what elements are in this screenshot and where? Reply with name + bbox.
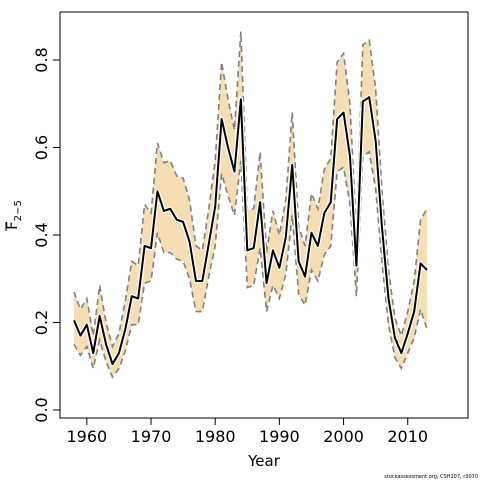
- x-tick-label: 1970: [131, 427, 172, 446]
- y-tick-label: 0.0: [32, 397, 51, 422]
- x-axis-title: Year: [247, 452, 281, 470]
- y-axis-title-main: F: [3, 221, 21, 230]
- plot-frame: [59, 11, 469, 419]
- footer-credit: stockassessment.org, CSH107, r3070: [384, 474, 478, 480]
- y-tick-label: 0.6: [32, 135, 51, 160]
- x-tick-label: 1960: [66, 427, 107, 446]
- y-tick-label: 0.8: [32, 47, 51, 72]
- x-tick-label: 1990: [259, 427, 300, 446]
- x-tick-label: 2010: [387, 427, 428, 446]
- y-tick-label: 0.4: [32, 222, 51, 247]
- svg-text:F2−5: F2−5: [3, 200, 24, 230]
- y-axis: 0.0 0.2 0.4 0.6 0.8: [32, 47, 60, 423]
- x-tick-label: 1980: [195, 427, 236, 446]
- x-axis: 1960 1970 1980 1990 2000 2010: [66, 418, 428, 446]
- line-layer: [71, 31, 429, 379]
- y-axis-title: F2−5: [3, 200, 24, 231]
- lower-bound-line: [73, 150, 428, 379]
- x-tick-label: 2000: [323, 427, 364, 446]
- estimate-line: [73, 96, 428, 366]
- y-tick-label: 0.2: [32, 310, 51, 335]
- y-axis-title-subscript: 2−5: [13, 200, 24, 221]
- upper-bound-line: [73, 31, 428, 349]
